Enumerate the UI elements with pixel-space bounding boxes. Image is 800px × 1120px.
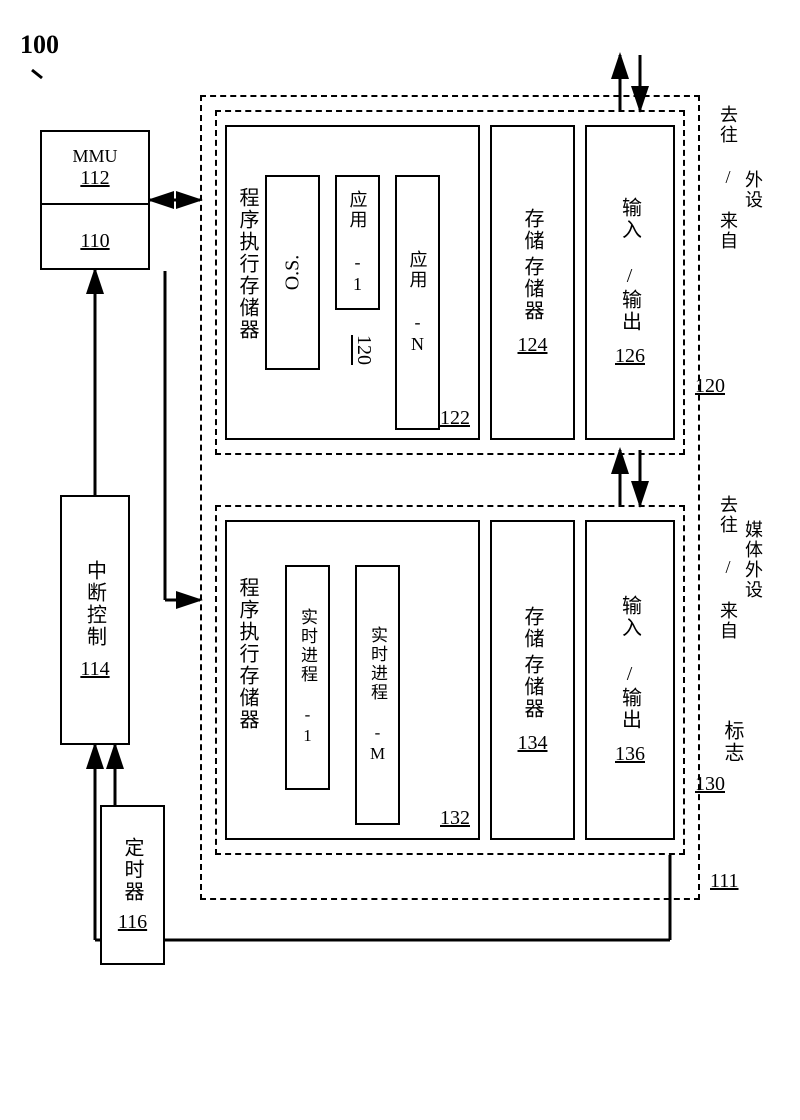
timer-number: 116: [118, 911, 147, 934]
timer-label: 定时器: [118, 837, 147, 903]
prog-exec-memory-1-number: 122: [440, 407, 470, 430]
domain1-ref-120: 120: [695, 375, 725, 398]
os-block: O.S.: [265, 175, 320, 370]
prog-exec-memory-2: 程序执行存储器 132: [225, 520, 480, 840]
ext-peripherals-1a: 去往 / 来自: [715, 105, 741, 251]
realtime-1-label: 实时进程 -1: [295, 608, 320, 747]
io-1-block: 输入 / 输出 126: [585, 125, 675, 440]
storage-2-label-1: 存储: [518, 606, 547, 650]
io-2-number: 136: [615, 743, 645, 766]
prog-exec-memory-2-label: 程序执行存储器: [233, 577, 262, 731]
storage-1-block: 存储 存储器 124: [490, 125, 575, 440]
interrupt-controller-block: 中断控制 114: [60, 495, 130, 745]
app-1-label: 应用 -1: [345, 190, 371, 296]
storage-2-number: 134: [518, 732, 548, 755]
ext-peripherals-2b: 媒体外设: [740, 520, 766, 600]
io-2-label-2: 输出: [616, 687, 645, 731]
flag-label: 标志: [718, 720, 747, 764]
storage-2-block: 存储 存储器 134: [490, 520, 575, 840]
mmu-block: MMU 112: [40, 130, 150, 205]
io-1-label-2: 输出: [616, 289, 645, 333]
outer-ref-111: 111: [710, 870, 739, 893]
realtime-m-block: 实时进程 -M: [355, 565, 400, 825]
app-ref-120: 120: [352, 335, 375, 365]
io-2-label-1: 输入 /: [616, 595, 645, 687]
realtime-1-block: 实时进程 -1: [285, 565, 330, 790]
mmu-label: MMU: [72, 146, 117, 167]
interrupt-controller-number: 114: [80, 658, 109, 681]
io-2-block: 输入 / 输出 136: [585, 520, 675, 840]
figure-reference-100: 100: [20, 30, 59, 60]
storage-1-label-1: 存储: [518, 208, 547, 252]
mmu-number: 112: [80, 167, 109, 190]
prog-exec-memory-2-number: 132: [440, 807, 470, 830]
os-label: O.S.: [281, 255, 304, 291]
timer-block: 定时器 116: [100, 805, 165, 965]
storage-1-label-2: 存储器: [518, 256, 547, 322]
prog-exec-memory-1-label: 程序执行存储器: [233, 187, 262, 341]
app-n-label: 应用 -N: [405, 250, 431, 356]
io-1-number: 126: [615, 345, 645, 368]
cpu-number: 110: [80, 230, 109, 253]
storage-2-label-2: 存储器: [518, 654, 547, 720]
storage-1-number: 124: [518, 334, 548, 357]
io-1-label-1: 输入 /: [616, 197, 645, 289]
ext-peripherals-1b: 外设: [740, 170, 766, 210]
ext-peripherals-2a: 去往 / 来自: [715, 495, 741, 641]
app-1-block: 应用 -1: [335, 175, 380, 310]
interrupt-controller-label: 中断控制: [81, 560, 110, 648]
domain2-ref-130: 130: [695, 773, 725, 796]
realtime-m-label: 实时进程 -M: [365, 626, 390, 765]
app-n-block: 应用 -N: [395, 175, 440, 430]
